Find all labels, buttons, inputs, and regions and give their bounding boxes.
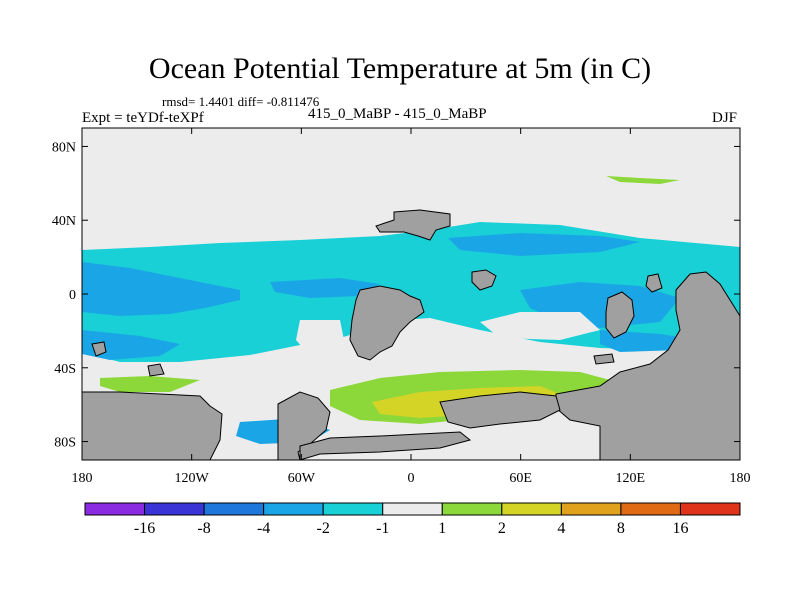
blue-zone-north-atlantic bbox=[448, 233, 640, 256]
colorbar-swatch bbox=[501, 502, 562, 516]
chart-title: Ocean Potential Temperature at 5m (in C) bbox=[148, 52, 652, 85]
x-tick-label: 120W bbox=[175, 471, 210, 486]
colorbar-label: 16 bbox=[672, 520, 688, 537]
x-tick-label: 60E bbox=[509, 471, 532, 486]
land-antarctica-west bbox=[81, 391, 223, 461]
colorbar-swatch bbox=[263, 502, 324, 516]
land-south-america bbox=[349, 285, 425, 361]
land-north-asia bbox=[375, 209, 451, 241]
colorbar-swatch bbox=[679, 502, 741, 516]
land-indian-islet bbox=[593, 353, 615, 365]
y-tick-label: 40N bbox=[52, 214, 76, 229]
land-west-islet bbox=[91, 341, 107, 357]
x-tick-label: 180 bbox=[72, 471, 93, 486]
green-zone-arctic bbox=[606, 176, 680, 184]
colorbar-label: 2 bbox=[498, 520, 506, 537]
x-tick-label: 180 bbox=[730, 471, 751, 486]
colorbar-label: 8 bbox=[617, 520, 625, 537]
x-axis: 180 120W 60W 0 60E 120E 180 bbox=[72, 128, 751, 486]
colorbar-swatch bbox=[560, 502, 622, 516]
experiment-label: Expt = teYDf-teXPf bbox=[82, 110, 204, 126]
colorbar-swatch bbox=[382, 502, 443, 516]
colorbar-label: -1 bbox=[376, 520, 389, 537]
colorbar-swatch bbox=[84, 502, 146, 516]
blue-zone-south-west bbox=[82, 330, 180, 360]
land-island-north-atlantic bbox=[471, 269, 497, 291]
colorbar-swatch bbox=[322, 502, 384, 516]
colorbar-swatch bbox=[144, 502, 205, 516]
land-small-island bbox=[645, 273, 663, 293]
colorbar-label: 1 bbox=[438, 520, 446, 537]
land-south-islet bbox=[147, 363, 165, 377]
land-antarctica-east bbox=[439, 391, 561, 429]
colorbar-label: -16 bbox=[134, 520, 155, 537]
land-antarctica-strip bbox=[299, 431, 472, 461]
land-africa bbox=[605, 291, 635, 339]
y-tick-label: 80N bbox=[52, 140, 76, 155]
y-tick-label: 0 bbox=[69, 288, 76, 303]
x-tick-label: 0 bbox=[408, 471, 415, 486]
neutral-zone-atlantic bbox=[296, 320, 345, 356]
season-label: DJF bbox=[712, 110, 738, 126]
colorbar-label: -4 bbox=[257, 520, 270, 537]
period-label: 415_0_MaBP - 415_0_MaBP bbox=[308, 106, 487, 122]
colorbar-label: -2 bbox=[317, 520, 330, 537]
stats-label: rmsd= 1.4401 diff= -0.811476 bbox=[162, 94, 320, 109]
blue-zone-west-pacific bbox=[82, 262, 240, 316]
y-tick-label: 80S bbox=[54, 436, 76, 451]
colorbar-swatch bbox=[620, 502, 681, 516]
colorbar-swatch bbox=[203, 502, 265, 516]
x-tick-label: 60W bbox=[288, 471, 316, 486]
land-australia-east bbox=[555, 271, 741, 461]
colorbar-label: -8 bbox=[197, 520, 210, 537]
y-tick-label: 40S bbox=[54, 362, 76, 377]
colorbar: -16 -8 -4 -2 -1 1 2 4 8 16 bbox=[84, 502, 741, 537]
neutral-zone-indian bbox=[480, 312, 600, 340]
colorbar-swatch bbox=[441, 502, 503, 516]
y-axis: 80N 40N 0 40S 80S bbox=[52, 140, 740, 451]
colorbar-label: 4 bbox=[557, 520, 565, 537]
map-field bbox=[81, 128, 741, 461]
blue-zone-east-pacific bbox=[270, 278, 380, 298]
green-zone-south-west bbox=[100, 376, 200, 392]
x-tick-label: 120E bbox=[616, 471, 646, 486]
